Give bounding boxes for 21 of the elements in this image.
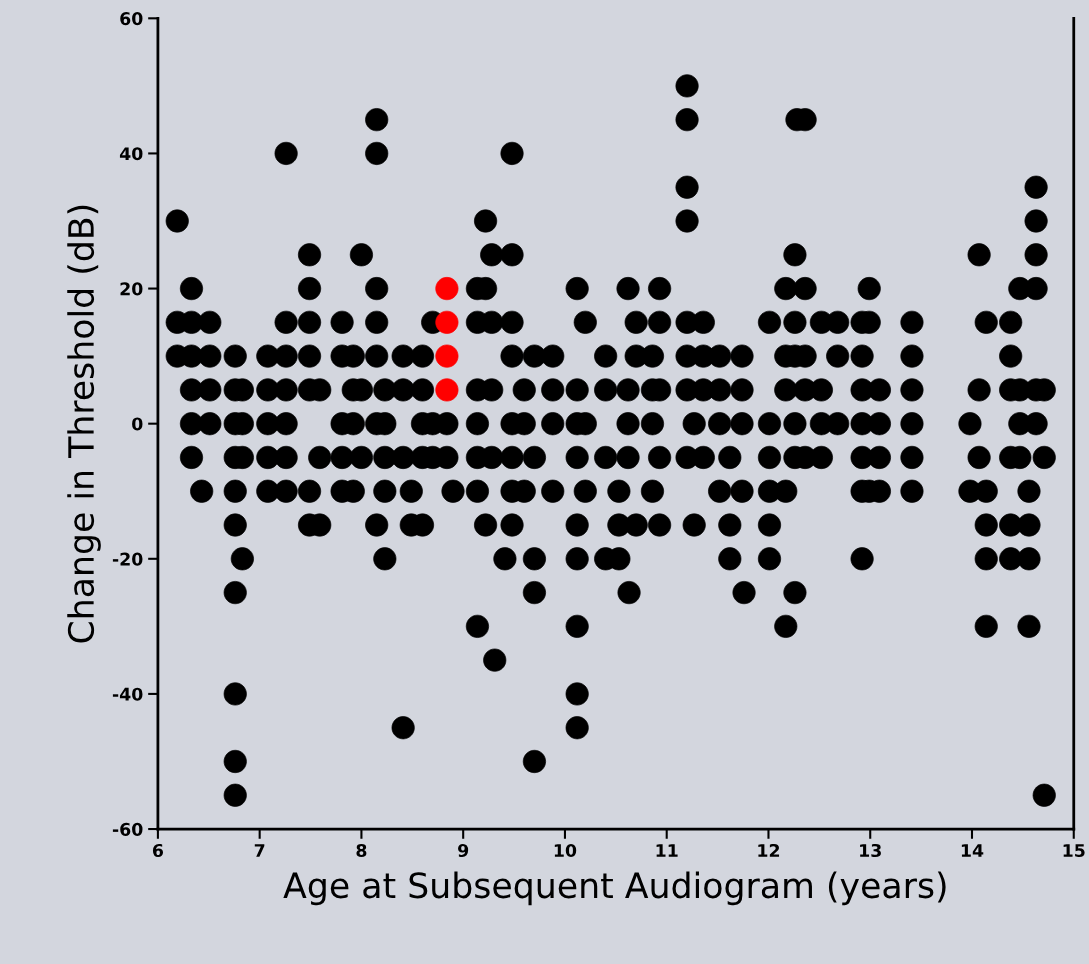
y-tick-label: 0 <box>132 417 143 431</box>
x-tick-label: 15 <box>1063 844 1085 858</box>
x-tick-label: 10 <box>554 843 577 858</box>
x-tick-label: 13 <box>860 843 881 858</box>
x-tick-label: 12 <box>758 843 780 857</box>
y-tick-label: 60 <box>120 12 143 26</box>
x-tick-label: 14 <box>961 844 984 857</box>
y-tick-label: -60 <box>112 822 143 836</box>
x-tick-label: 7 <box>254 844 265 857</box>
y-tick-label: 40 <box>119 147 143 161</box>
point <box>435 277 459 301</box>
y-axis-title: Change in Threshold (dB) <box>67 205 101 643</box>
x-tick-label: 8 <box>356 843 367 858</box>
x-tick-label: 6 <box>152 843 164 858</box>
x-tick-label: 11 <box>656 844 678 857</box>
y-tick-label: -20 <box>112 552 143 566</box>
point <box>435 344 459 368</box>
x-axis-title: Age at Subsequent Audiogram (years) <box>283 871 946 906</box>
x-tick-label: 9 <box>458 843 469 858</box>
y-tick-label: -40 <box>112 687 143 701</box>
y-tick-label: 20 <box>120 282 143 296</box>
